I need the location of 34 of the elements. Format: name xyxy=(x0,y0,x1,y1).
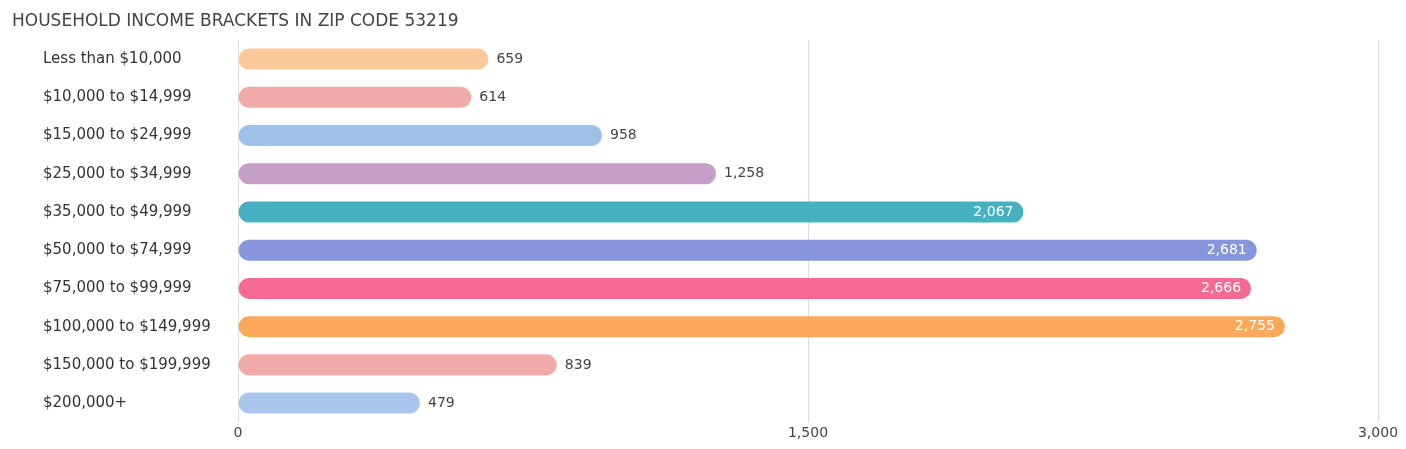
data-label: 958 xyxy=(610,126,637,143)
data-label: 2,755 xyxy=(1234,317,1275,334)
y-tick-label: $35,000 to $49,999 xyxy=(43,201,192,220)
y-tick-label: $200,000+ xyxy=(43,392,128,411)
bar xyxy=(238,392,421,414)
data-label: 659 xyxy=(496,49,524,66)
y-tick-label: $50,000 to $74,999 xyxy=(43,240,192,259)
data-label: 614 xyxy=(479,87,507,104)
y-tick-label: $25,000 to $34,999 xyxy=(43,163,192,182)
bar xyxy=(238,86,472,108)
data-label: 1,258 xyxy=(724,164,765,181)
x-tick-label: 0 xyxy=(233,424,243,441)
data-label: 839 xyxy=(564,355,592,372)
data-label: 2,666 xyxy=(1200,279,1242,296)
data-label: 2,067 xyxy=(973,202,1014,219)
bar xyxy=(238,125,603,147)
bar xyxy=(238,48,489,70)
bar xyxy=(238,201,1024,223)
y-tick-label: $10,000 to $14,999 xyxy=(43,87,192,106)
x-tick-label: 3,000 xyxy=(1357,424,1399,441)
y-tick-label: $75,000 to $99,999 xyxy=(43,278,192,297)
bar xyxy=(238,277,1252,299)
data-label: 2,681 xyxy=(1206,240,1247,257)
y-tick-label: $100,000 to $149,999 xyxy=(43,316,211,335)
bar xyxy=(238,354,557,376)
chart-title: HOUSEHOLD INCOME BRACKETS IN ZIP CODE 53219 xyxy=(12,10,459,30)
y-tick-label: $15,000 to $24,999 xyxy=(43,125,192,144)
bar xyxy=(238,239,1257,261)
x-tick-label: 1,500 xyxy=(787,424,829,441)
bar xyxy=(238,316,1285,338)
data-label: 479 xyxy=(428,393,455,410)
y-tick-label: Less than $10,000 xyxy=(43,49,182,67)
y-tick-label: $150,000 to $199,999 xyxy=(43,354,211,373)
bar xyxy=(238,163,717,185)
